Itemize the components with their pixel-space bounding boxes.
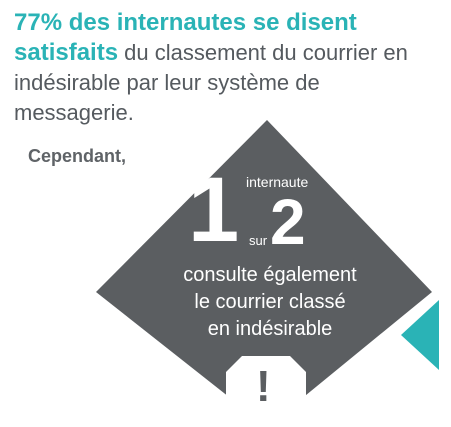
- caption: consulte également le courrier classé en…: [160, 262, 380, 343]
- headline-highlight-2: satisfaits: [14, 39, 119, 66]
- caption-line-3: en indésirable: [207, 318, 333, 340]
- headline: 77% des internautes se disent satisfaits…: [14, 8, 444, 128]
- intro-text: Cependant,: [28, 146, 127, 166]
- headline-rest: du classement du courrier en indésirable…: [14, 40, 408, 125]
- headline-highlight: 77% des internautes se disent: [14, 9, 357, 36]
- diamond-shape: [96, 120, 432, 427]
- triangle-pointer: [401, 300, 439, 370]
- exclamation-icon: !: [256, 362, 271, 411]
- stat-unit: internaute: [246, 174, 309, 190]
- notch-shape: [226, 356, 306, 427]
- stat-denominator: 2: [270, 186, 306, 258]
- caption-line-2: le courrier classé: [194, 291, 346, 313]
- stat-numerator: 1: [188, 159, 239, 261]
- stat-separator: sur: [249, 233, 268, 248]
- caption-line-1: consulte également: [183, 264, 357, 286]
